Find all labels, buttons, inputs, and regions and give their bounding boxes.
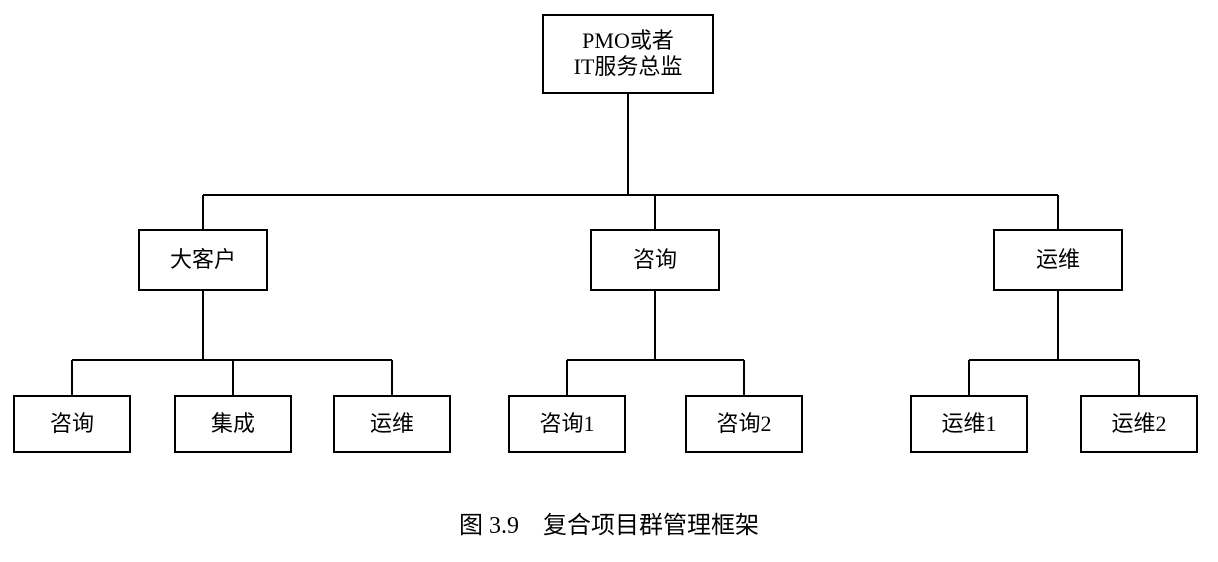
node-leaf-0: 咨询 [13, 395, 131, 453]
node-leaf-1: 集成 [174, 395, 292, 453]
node-label: 咨询2 [716, 411, 771, 437]
node-consult: 咨询 [590, 229, 720, 291]
caption-text: 图 3.9 复合项目群管理框架 [459, 513, 759, 539]
figure-caption: 图 3.9 复合项目群管理框架 [0, 505, 1218, 540]
node-leaf-4: 咨询2 [685, 395, 803, 453]
node-key-account: 大客户 [138, 229, 268, 291]
node-leaf-2: 运维 [333, 395, 451, 453]
node-label: 运维1 [941, 411, 996, 437]
org-chart-diagram: PMO或者 IT服务总监 大客户 咨询 运维 咨询 集成 运维 咨询1 咨询2 … [0, 0, 1218, 562]
node-label: 运维2 [1111, 411, 1166, 437]
node-leaf-6: 运维2 [1080, 395, 1198, 453]
node-root: PMO或者 IT服务总监 [542, 14, 714, 94]
node-label: 运维 [370, 411, 414, 437]
node-label: 运维 [1036, 247, 1080, 273]
node-label: 咨询 [633, 247, 677, 273]
node-leaf-5: 运维1 [910, 395, 1028, 453]
node-ops: 运维 [993, 229, 1123, 291]
node-label: 咨询1 [539, 411, 594, 437]
node-label: 集成 [211, 411, 255, 437]
node-label: 大客户 [170, 247, 236, 273]
node-leaf-3: 咨询1 [508, 395, 626, 453]
node-label: 咨询 [50, 411, 94, 437]
node-label: PMO或者 IT服务总监 [574, 28, 683, 81]
